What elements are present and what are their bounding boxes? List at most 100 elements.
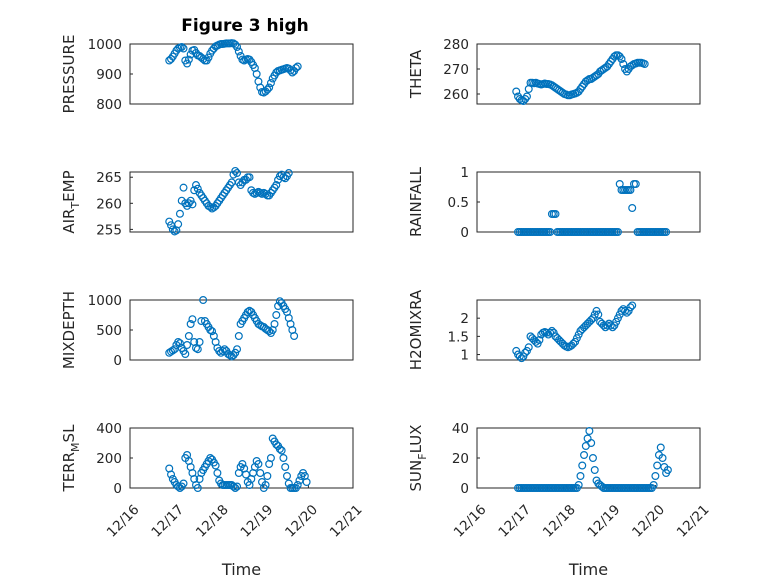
y-tick-label: 260 xyxy=(443,87,469,103)
x-tick-label: 12/18 xyxy=(540,502,579,541)
data-point xyxy=(617,54,626,63)
y-axis-label: MIXDEPTH xyxy=(60,291,78,369)
data-point xyxy=(256,188,265,197)
data-point xyxy=(658,454,667,463)
data-point xyxy=(168,346,177,355)
x-tick-label: 12/17 xyxy=(148,502,187,541)
data-point xyxy=(281,174,290,183)
figure-title: Figure 3 high xyxy=(181,16,309,36)
data-point xyxy=(574,481,583,490)
data-point xyxy=(229,482,238,491)
y-tick-label: 280 xyxy=(443,37,469,53)
data-point xyxy=(594,310,603,319)
data-point xyxy=(284,169,293,178)
y-tick-label: 0.5 xyxy=(448,195,469,211)
data-point xyxy=(275,445,284,454)
panel-mixdepth: 0 500 1000 MIXDEPTH xyxy=(60,291,354,369)
x-tick-label: 12/21 xyxy=(327,502,366,541)
data-point xyxy=(183,341,192,350)
y-tick-label: 0 xyxy=(113,353,122,369)
data-point xyxy=(651,472,660,481)
panel-terr-msl: 0 200 400 TERRMSL 12/16 12/17 12/18 12/19 12/20 1… xyxy=(60,421,366,579)
data-point xyxy=(213,469,222,478)
y-tick-label: 900 xyxy=(96,67,122,83)
data-point xyxy=(265,83,274,92)
data-point xyxy=(233,345,242,354)
data-point xyxy=(621,306,630,315)
data-point xyxy=(580,451,589,460)
data-point xyxy=(254,460,263,469)
panel-h2omixra: 1 1.5 2 H2OMIXRA xyxy=(407,289,701,370)
data-point xyxy=(302,478,311,487)
data-point xyxy=(174,338,183,347)
y-axis-label: TERRMSL xyxy=(60,424,82,493)
data-point xyxy=(610,52,619,61)
data-point xyxy=(245,55,254,64)
data-point xyxy=(272,181,281,190)
data-point xyxy=(233,482,242,491)
data-point xyxy=(261,189,270,198)
data-point xyxy=(569,339,578,348)
data-point xyxy=(186,320,195,329)
data-point xyxy=(546,328,555,337)
data-point xyxy=(233,42,242,51)
panel-theta: 260 270 280 THETA xyxy=(407,37,701,105)
data-point xyxy=(206,202,215,211)
data-point xyxy=(515,352,524,361)
data-point xyxy=(626,186,635,195)
y-tick-label: 265 xyxy=(96,170,122,186)
y-tick-label: 800 xyxy=(96,97,122,113)
data-point xyxy=(234,47,243,56)
y-axis-label: H2OMIXRA xyxy=(407,289,425,370)
data-point xyxy=(293,481,302,490)
data-point xyxy=(193,484,202,493)
data-point xyxy=(193,345,202,354)
data-point xyxy=(192,344,201,353)
data-point xyxy=(524,343,533,352)
data-point xyxy=(179,479,188,488)
data-point xyxy=(261,481,270,490)
x-axis-label: Time xyxy=(568,560,608,579)
data-point xyxy=(252,69,261,78)
data-point xyxy=(663,466,672,475)
data-point xyxy=(628,301,637,310)
data-point xyxy=(245,173,254,182)
data-point xyxy=(585,427,594,436)
x-axis-label: Time xyxy=(221,560,261,579)
data-point xyxy=(521,348,530,357)
panel-air-temp: 255 260 265 AIRTEMP xyxy=(60,166,354,238)
x-tick-label: 12/17 xyxy=(495,502,534,541)
data-point xyxy=(193,184,202,193)
data-point xyxy=(640,59,649,68)
data-point xyxy=(266,78,275,87)
data-point xyxy=(613,228,622,237)
axes-frame xyxy=(476,43,701,105)
data-point xyxy=(258,189,267,198)
data-point xyxy=(622,308,631,317)
data-point xyxy=(282,472,291,481)
data-point xyxy=(231,484,240,493)
data-point xyxy=(195,338,204,347)
data-point xyxy=(649,481,658,490)
x-tick-label: 12/19 xyxy=(585,502,624,541)
data-point xyxy=(231,40,240,49)
x-tick-label: 12/16 xyxy=(104,502,143,541)
data-point xyxy=(295,476,304,485)
y-tick-label: 400 xyxy=(96,421,122,437)
data-point xyxy=(188,315,197,324)
data-point xyxy=(608,323,617,332)
data-point xyxy=(199,54,208,63)
data-point xyxy=(578,461,587,470)
data-point xyxy=(263,472,272,481)
axes-frame xyxy=(129,299,354,361)
panel-rainfall: 0 0.5 1 RAINFALL xyxy=(407,165,701,241)
y-tick-label: 0 xyxy=(460,481,469,497)
data-point xyxy=(587,439,596,448)
data-point xyxy=(233,169,242,178)
data-point xyxy=(231,166,240,175)
y-tick-label: 40 xyxy=(452,421,469,437)
x-tick-label: 12/19 xyxy=(238,502,277,541)
data-point xyxy=(547,326,556,335)
data-point xyxy=(293,62,302,71)
